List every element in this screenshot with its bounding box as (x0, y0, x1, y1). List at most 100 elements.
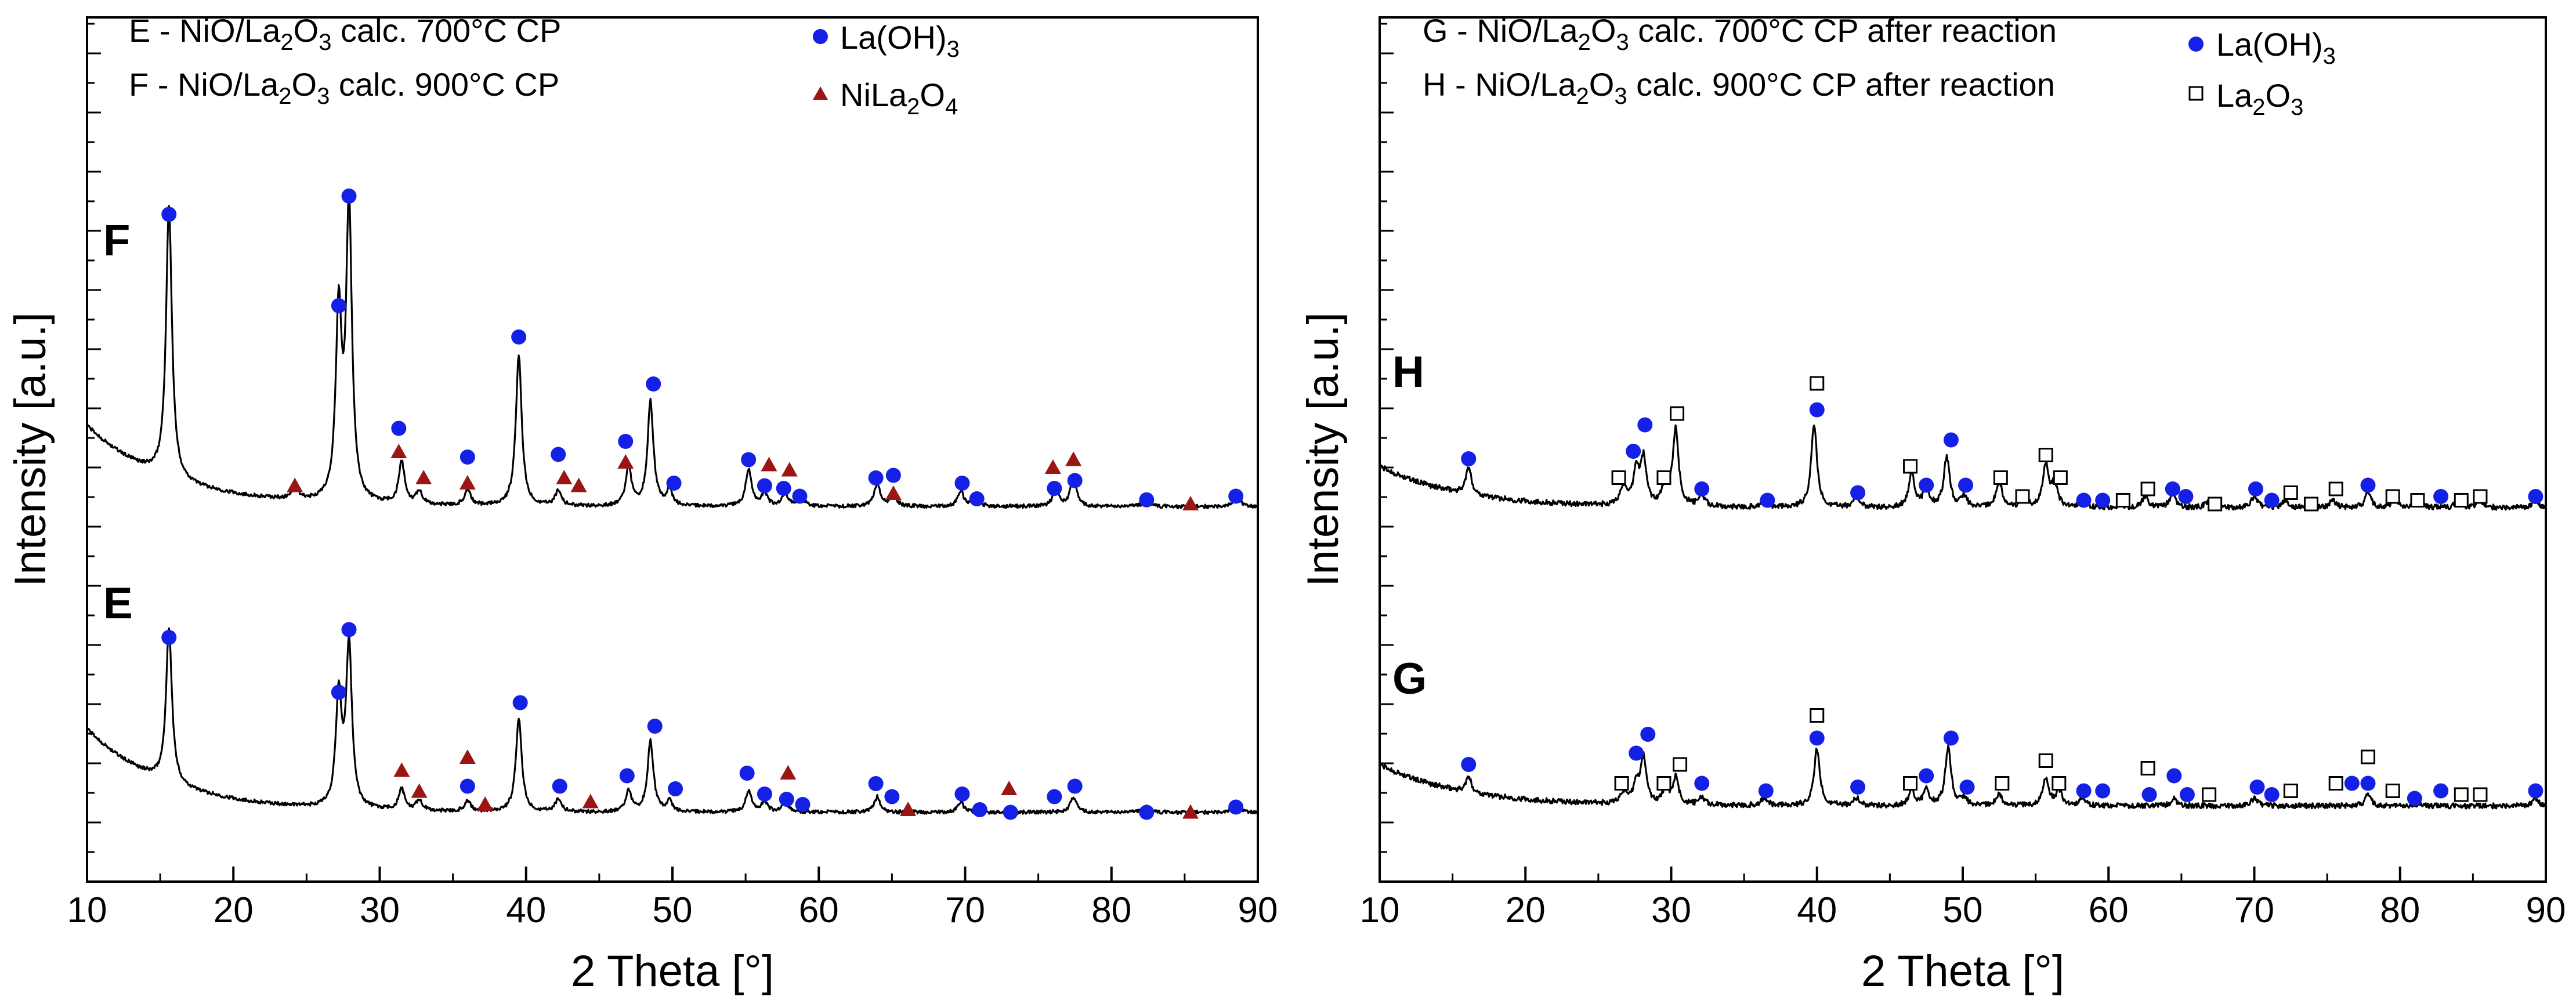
left-f-la-oh-3-marker (391, 421, 407, 436)
left-e-la-oh-3-marker (795, 797, 811, 812)
right-h-la-oh-3-marker (2248, 481, 2264, 496)
left-f-la-oh-3-marker (511, 329, 527, 345)
left-f-nila2o4-marker (1182, 496, 1199, 510)
right-g-la-oh-3-marker (2433, 783, 2449, 799)
left-f-la-oh-3-marker (969, 491, 985, 506)
right-trace-h (1379, 424, 2547, 511)
left-x-tick-label: 80 (1091, 890, 1131, 930)
right-h-la-oh-3-marker (2528, 489, 2544, 504)
right-h-la-oh-3-marker (2360, 477, 2376, 493)
right-h-la2o3-marker (2385, 489, 2400, 504)
right-h-la-oh-3-marker (1760, 492, 1775, 508)
right-x-axis-label: 2 Theta [°] (1861, 947, 2064, 996)
left-plot-frame (86, 16, 1259, 883)
right-g-la-oh-3-marker (1943, 730, 1959, 746)
left-legend-f-b: O (292, 66, 317, 103)
left-e-la-oh-3-marker (668, 781, 683, 796)
right-trace-label-h: H (1392, 347, 1424, 397)
right-g-la2o3-marker (2360, 749, 2375, 764)
left-x-tick-label: 50 (653, 890, 693, 930)
left-trace-e (86, 627, 1259, 815)
left-legend-f-c: calc. 900°C CP (330, 66, 559, 103)
left-f-la-oh-3-marker (868, 470, 884, 485)
right-x-tick-label: 20 (1506, 890, 1546, 930)
right-h-la2o3-marker (1810, 376, 1825, 391)
right-g-la2o3-marker (2385, 784, 2400, 798)
right-legend-square-icon (2188, 86, 2204, 101)
right-h-la-oh-3-marker (1850, 485, 1866, 501)
right-g-la-oh-3-marker (2264, 787, 2280, 802)
right-h-la-oh-3-marker (1694, 481, 1710, 496)
right-g-la2o3-marker (1614, 776, 1629, 791)
left-e-la-oh-3-marker (757, 786, 772, 802)
left-e-la-oh-3-marker (739, 766, 755, 781)
right-y-axis-label: Intensity [a.u.] (1298, 312, 1348, 586)
right-h-la2o3-marker (1670, 406, 1685, 421)
left-legend-f-sub2: 3 (317, 84, 330, 109)
left-f-la-oh-3-marker (741, 452, 757, 467)
right-g-la-oh-3-marker (1758, 783, 1774, 799)
left-e-la-oh-3-marker (1047, 789, 1062, 804)
right-g-la2o3-marker (2454, 787, 2469, 802)
right-g-la-oh-3-marker (1461, 757, 1477, 772)
right-legend-la2o3-sub2: 3 (2291, 95, 2303, 120)
left-e-nila2o4-marker (411, 783, 428, 798)
right-h-la2o3-marker (2473, 489, 2488, 504)
right-legend-marker-la2o3: La2O3 (2216, 77, 2303, 120)
left-f-la-oh-3-marker (460, 450, 475, 465)
right-h-la-oh-3-marker (1958, 477, 1974, 493)
left-f-la-oh-3-marker (666, 476, 682, 491)
right-g-la2o3-marker (2473, 787, 2488, 802)
right-g-la-oh-3-marker (1850, 780, 1866, 795)
left-legend-circle-icon (813, 29, 828, 44)
left-f-la-oh-3-marker (885, 467, 901, 483)
left-x-tick-label: 70 (945, 890, 985, 930)
left-x-tick-label: 30 (360, 890, 400, 930)
left-legend-entry-f: F - NiO/La2O3 calc. 900°C CP (129, 66, 559, 109)
right-legend-g-sub2: 3 (1616, 30, 1629, 55)
left-e-nila2o4-marker (1001, 781, 1018, 795)
left-e-la-oh-3-marker (552, 778, 567, 794)
right-g-la-oh-3-marker (1809, 730, 1825, 746)
left-trace-f (86, 189, 1259, 509)
left-x-axis-label: 2 Theta [°] (571, 947, 774, 996)
right-h-la-oh-3-marker (2433, 489, 2449, 504)
left-f-nila2o4-marker (1044, 459, 1061, 474)
left-x-tick-label: 40 (506, 890, 546, 930)
right-x-tick-label: 50 (1943, 890, 1983, 930)
left-trace-label-e: E (103, 579, 133, 628)
left-legend-f-sub1: 2 (278, 84, 291, 109)
left-f-nila2o4-marker (459, 475, 476, 490)
left-e-la-oh-3-marker (341, 622, 357, 637)
right-h-la-oh-3-marker (1637, 417, 1653, 433)
right-h-la2o3-marker (2115, 493, 2130, 508)
left-e-la-oh-3-marker (868, 776, 884, 791)
right-g-la-oh-3-marker (1629, 745, 1644, 761)
right-h-la2o3-marker (2410, 493, 2425, 508)
left-f-la-oh-3-marker (1228, 488, 1244, 504)
left-f-la-oh-3-marker (646, 376, 661, 392)
left-x-tick-label: 20 (214, 890, 254, 930)
right-plot-frame (1379, 16, 2547, 883)
left-f-la-oh-3-marker (618, 434, 634, 449)
left-legend-e-sub1: 2 (280, 30, 293, 55)
left-f-nila2o4-marker (415, 470, 432, 484)
left-e-nila2o4-marker (477, 796, 494, 811)
right-g-la2o3-marker (2140, 761, 2155, 775)
left-e-la-oh-3-marker (619, 768, 635, 784)
right-g-la-oh-3-marker (2076, 783, 2092, 799)
right-legend-g-a: G - NiO/La (1423, 12, 1578, 49)
left-legend-entry-e: E - NiO/La2O3 calc. 700°C CP (129, 12, 561, 55)
left-f-la-oh-3-marker (1067, 473, 1083, 488)
left-legend-e-a: E - NiO/La (129, 12, 281, 49)
right-g-la-oh-3-marker (2407, 791, 2422, 806)
right-axes-layer: 10 20 30 40 50 60 70 80 90 (1360, 23, 2566, 930)
right-h-la2o3-marker (2454, 493, 2469, 508)
left-legend-e-sub2: 3 (319, 30, 331, 55)
right-g-la2o3-marker (2052, 776, 2067, 791)
right-legend-h-sub2: 3 (1614, 84, 1627, 109)
right-legend-laoh-sub: 3 (2323, 44, 2336, 69)
right-h-la-oh-3-marker (2264, 492, 2280, 508)
right-g-la-oh-3-marker (1640, 727, 1656, 742)
left-e-la-oh-3-marker (161, 630, 177, 645)
